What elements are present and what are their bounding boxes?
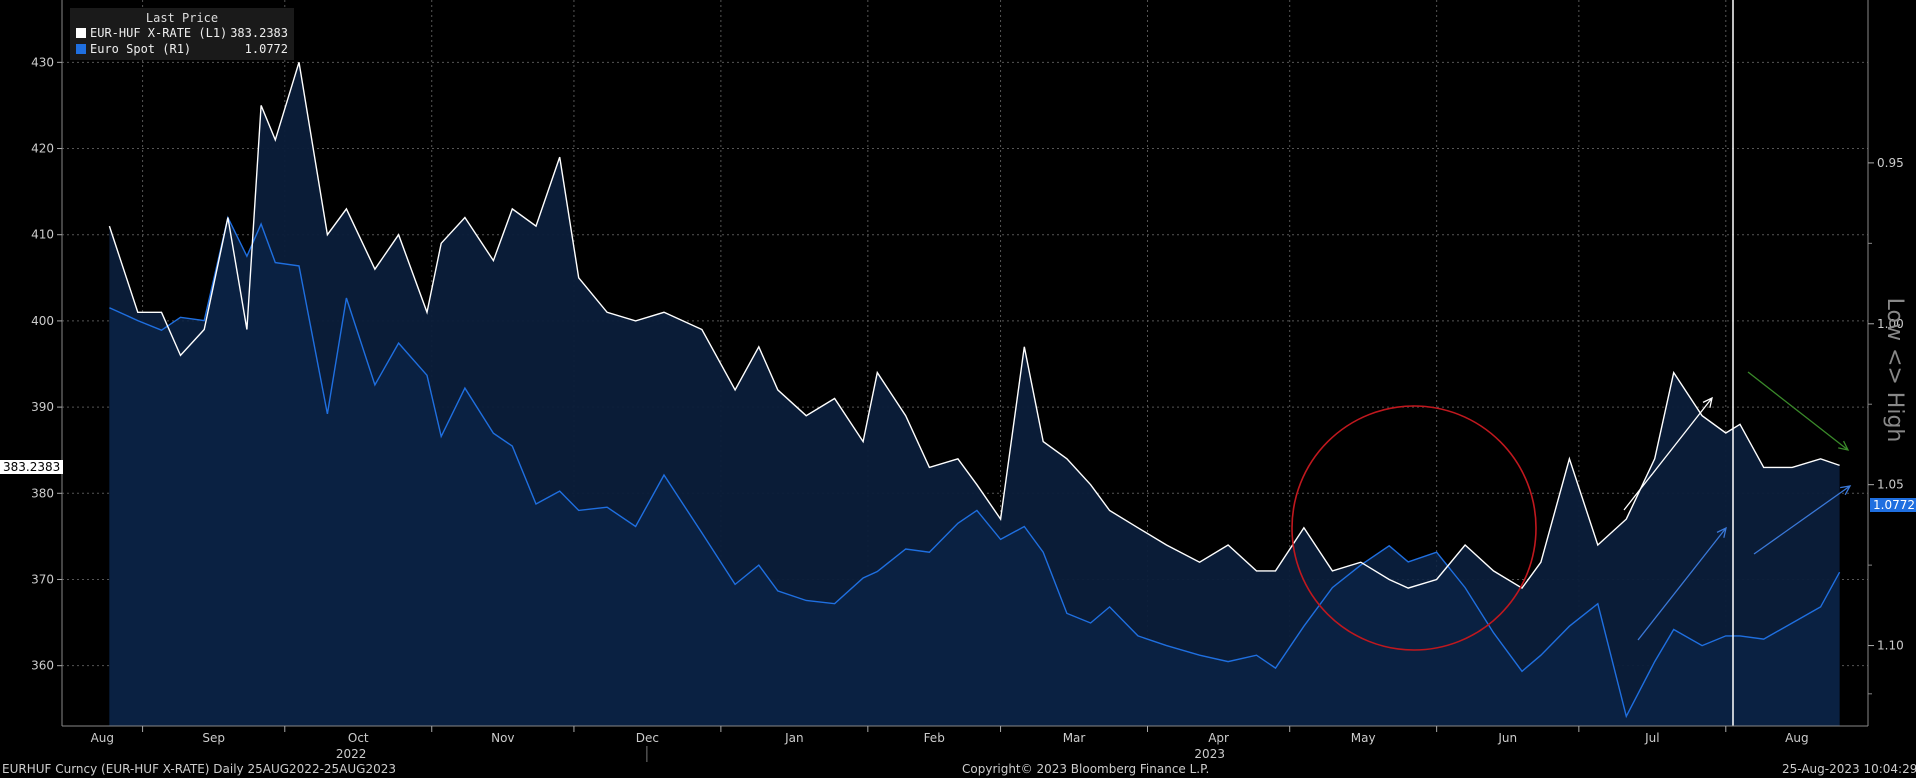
series-areas <box>109 62 1840 727</box>
left-tick-label: 370 <box>31 572 54 586</box>
arrow-blue-up-2 <box>1753 485 1851 555</box>
legend-item: Euro Spot (R1) 1.0772 <box>70 41 294 57</box>
x-month-label: Apr <box>1208 731 1229 745</box>
x-month-label: Jul <box>1644 731 1659 745</box>
left-tick-label: 360 <box>31 659 54 673</box>
x-month-label: Sep <box>202 731 225 745</box>
highlight-circle <box>1291 405 1537 651</box>
line-eurhuf <box>108 62 1840 590</box>
line-eurospot <box>109 215 1841 719</box>
annotations <box>1291 0 1852 726</box>
left-tick-label: 400 <box>31 314 54 328</box>
legend-swatch-eurhuf <box>76 28 86 38</box>
arrow-white-up <box>1623 397 1713 511</box>
right-tick-label: 1.10 <box>1877 639 1904 653</box>
legend-swatch-eurospot <box>76 44 86 54</box>
axes: 360 370 380 390 400 410 420 430 0.95 1.00 1.05 1.10… <box>31 0 1904 762</box>
x-year-label: 2022 <box>336 747 367 761</box>
legend-name: Euro Spot (R1) <box>90 42 192 56</box>
legend-title: Last Price <box>145 11 219 25</box>
legend-item: EUR-HUF X-RATE (L1) 383.2383 <box>70 25 294 41</box>
x-month-label: Mar <box>1063 731 1086 745</box>
arrow-green-down-head <box>1838 440 1850 451</box>
right-tick-label: 1.05 <box>1877 478 1904 492</box>
last-value-tag-left: 383.2383 <box>0 460 64 474</box>
x-month-label: Jun <box>1497 731 1517 745</box>
right-axis-label: Low <> High <box>1882 298 1907 443</box>
left-tick-label: 410 <box>31 228 54 242</box>
left-tick-label: 390 <box>31 400 54 414</box>
arrow-blue-up-1-head <box>1716 526 1727 538</box>
x-month-label: May <box>1351 731 1376 745</box>
legend-value: 1.0772 <box>244 42 288 56</box>
area-eurospot <box>109 217 1840 726</box>
x-month-label: Dec <box>636 731 659 745</box>
arrow-green-down <box>1747 371 1849 451</box>
arrow-blue-up-1 <box>1637 527 1727 641</box>
arrow-blue-up-2-head <box>1840 485 1852 496</box>
legend-value: 383.2383 <box>230 26 288 40</box>
right-tick-label: 0.95 <box>1877 156 1904 170</box>
x-month-label: Aug <box>91 731 114 745</box>
x-month-label: Nov <box>491 731 514 745</box>
x-month-label: Feb <box>924 731 945 745</box>
footer-center: Copyright© 2023 Bloomberg Finance L.P. <box>962 762 1210 776</box>
legend-name: EUR-HUF X-RATE (L1) <box>90 26 228 40</box>
left-tick-label: 380 <box>31 486 54 500</box>
x-year-label: 2023 <box>1194 747 1225 761</box>
series-lines <box>108 62 1841 719</box>
x-month-label: Jan <box>784 731 804 745</box>
last-value-tag-right: 1.0772 <box>1870 498 1916 512</box>
chart-legend: Last Price EUR-HUF X-RATE (L1) 383.2383 … <box>70 8 294 60</box>
left-tick-label: 420 <box>31 142 54 156</box>
left-tick-label: 430 <box>31 55 54 69</box>
arrow-white-up-head <box>1702 396 1713 408</box>
footer-left: EURHUF Curncy (EUR-HUF X-RATE) Daily 25A… <box>2 762 397 776</box>
x-month-label: Aug <box>1785 731 1808 745</box>
footer-right: 25-Aug-2023 10:04:29 <box>1782 762 1916 776</box>
x-month-label: Oct <box>348 731 369 745</box>
right-tick-label: 1.00 <box>1877 317 1904 331</box>
